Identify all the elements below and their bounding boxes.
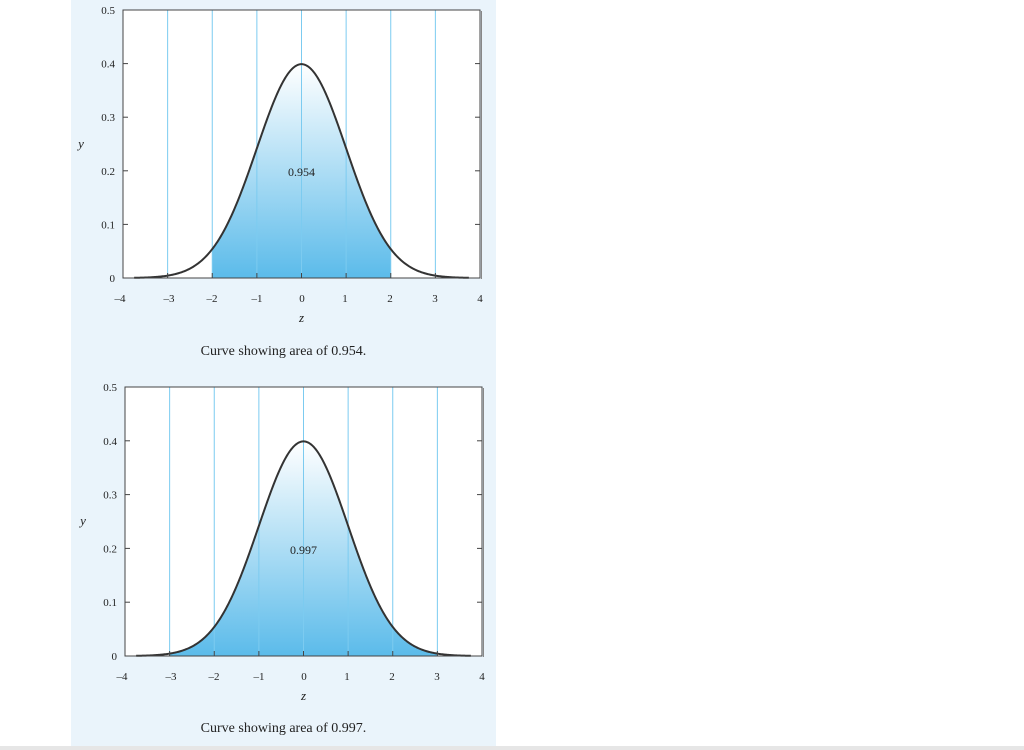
x-tick-label: 0 (301, 671, 307, 683)
x-tick-label: –1 (251, 293, 263, 305)
y-tick-label: 0.2 (101, 166, 115, 178)
bottom-border (0, 746, 1024, 750)
y-tick-label: 0.1 (101, 219, 115, 231)
chart-caption-997: Curve showing area of 0.997. (200, 721, 367, 736)
y-tick-label: 0 (110, 273, 116, 285)
y-tick-label: 0.4 (101, 59, 115, 71)
x-tick-label: 2 (387, 293, 393, 305)
x-tick-label: 1 (342, 293, 348, 305)
density-curve (136, 440, 471, 657)
y-axis-label: y (78, 513, 86, 528)
y-tick-label: 0.3 (101, 112, 115, 124)
chart-caption-954: Curve showing area of 0.954. (200, 344, 367, 359)
x-tick-label: –4 (116, 671, 129, 683)
y-tick-label: 0.4 (103, 436, 117, 448)
x-tick-label: –1 (253, 671, 265, 683)
area-value-label: 0.997 (290, 543, 317, 557)
x-tick-label: 1 (344, 671, 350, 683)
y-tick-label: 0.5 (103, 382, 117, 394)
x-tick-label: 4 (479, 671, 485, 683)
x-tick-label: 4 (477, 293, 483, 305)
x-tick-label: 0 (299, 293, 305, 305)
x-tick-label: 3 (434, 671, 440, 683)
x-axis-label: z (300, 688, 306, 703)
y-tick-label: 0 (112, 651, 118, 663)
x-tick-label: –3 (165, 671, 178, 683)
x-axis-label: z (298, 310, 304, 325)
x-tick-label: 3 (432, 293, 438, 305)
density-curve (134, 63, 469, 279)
x-tick-label: 2 (389, 671, 395, 683)
y-tick-label: 0.3 (103, 490, 117, 502)
x-tick-label: –3 (163, 293, 176, 305)
y-tick-label: 0.1 (103, 597, 117, 609)
area-value-label: 0.954 (288, 165, 315, 179)
x-tick-label: –2 (206, 293, 218, 305)
x-tick-label: –2 (208, 671, 220, 683)
y-tick-label: 0.2 (103, 543, 117, 555)
y-tick-label: 0.5 (101, 5, 115, 17)
x-tick-label: –4 (114, 293, 127, 305)
y-axis-label: y (76, 136, 84, 151)
